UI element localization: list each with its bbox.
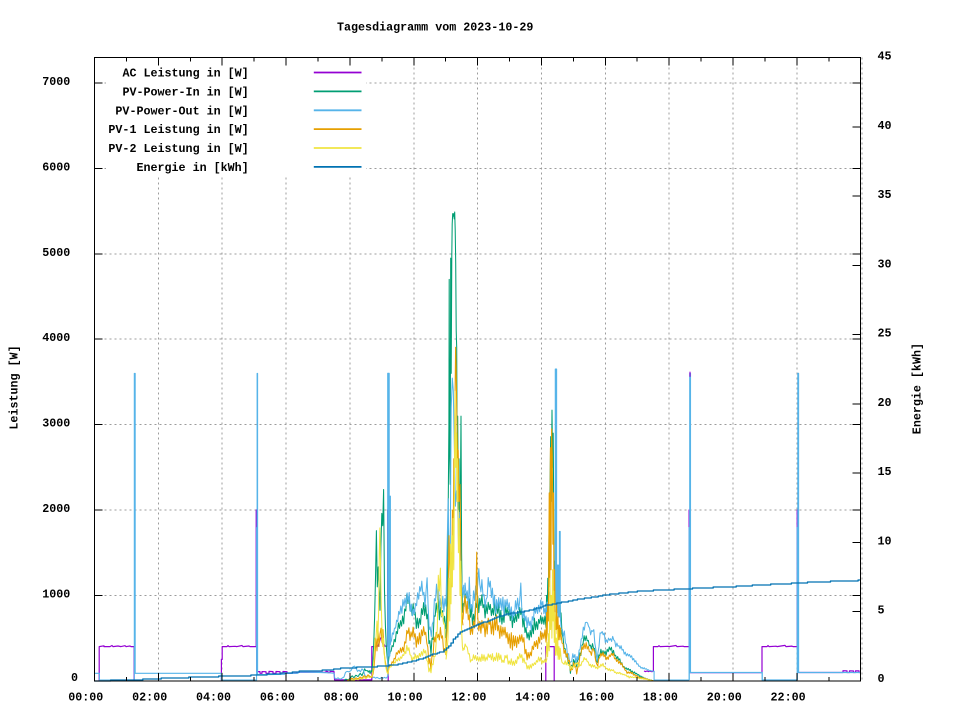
- svg-text:2000: 2000: [42, 502, 70, 516]
- svg-text:30: 30: [878, 258, 892, 272]
- svg-text:Tagesdiagramm vom 2023-10-29: Tagesdiagramm vom 2023-10-29: [337, 21, 533, 35]
- svg-text:AC Leistung in [W]: AC Leistung in [W]: [122, 67, 248, 81]
- svg-text:Leistung [W]: Leistung [W]: [8, 345, 22, 429]
- svg-text:20: 20: [878, 396, 892, 410]
- svg-text:40: 40: [878, 119, 892, 133]
- svg-text:1000: 1000: [42, 587, 70, 601]
- svg-text:14:00: 14:00: [515, 690, 550, 704]
- svg-text:10:00: 10:00: [388, 690, 423, 704]
- svg-text:PV-Power-In in [W]: PV-Power-In in [W]: [122, 85, 248, 99]
- svg-text:5: 5: [878, 604, 885, 618]
- svg-text:0: 0: [71, 671, 78, 685]
- svg-text:10: 10: [878, 535, 892, 549]
- svg-text:06:00: 06:00: [260, 690, 295, 704]
- svg-text:15: 15: [878, 465, 892, 479]
- svg-text:00:00: 00:00: [68, 690, 103, 704]
- svg-text:45: 45: [878, 50, 892, 64]
- svg-text:20:00: 20:00: [707, 690, 742, 704]
- svg-text:PV-Power-Out in [W]: PV-Power-Out in [W]: [115, 104, 248, 118]
- svg-text:4000: 4000: [42, 331, 70, 345]
- svg-text:22:00: 22:00: [771, 690, 806, 704]
- svg-text:35: 35: [878, 188, 892, 202]
- svg-text:02:00: 02:00: [132, 690, 167, 704]
- svg-text:Energie in [kWh]: Energie in [kWh]: [136, 161, 248, 175]
- svg-text:12:00: 12:00: [451, 690, 486, 704]
- svg-text:7000: 7000: [42, 75, 70, 89]
- svg-text:25: 25: [878, 327, 892, 341]
- svg-text:0: 0: [878, 672, 885, 686]
- svg-text:08:00: 08:00: [324, 690, 359, 704]
- svg-text:6000: 6000: [42, 160, 70, 174]
- svg-text:PV-2 Leistung in [W]: PV-2 Leistung in [W]: [108, 142, 248, 156]
- svg-text:04:00: 04:00: [196, 690, 231, 704]
- svg-text:16:00: 16:00: [579, 690, 614, 704]
- svg-text:5000: 5000: [42, 246, 70, 260]
- svg-text:Energie [kWh]: Energie [kWh]: [911, 343, 925, 434]
- svg-text:18:00: 18:00: [643, 690, 678, 704]
- svg-text:PV-1 Leistung in [W]: PV-1 Leistung in [W]: [108, 123, 248, 137]
- svg-text:3000: 3000: [42, 417, 70, 431]
